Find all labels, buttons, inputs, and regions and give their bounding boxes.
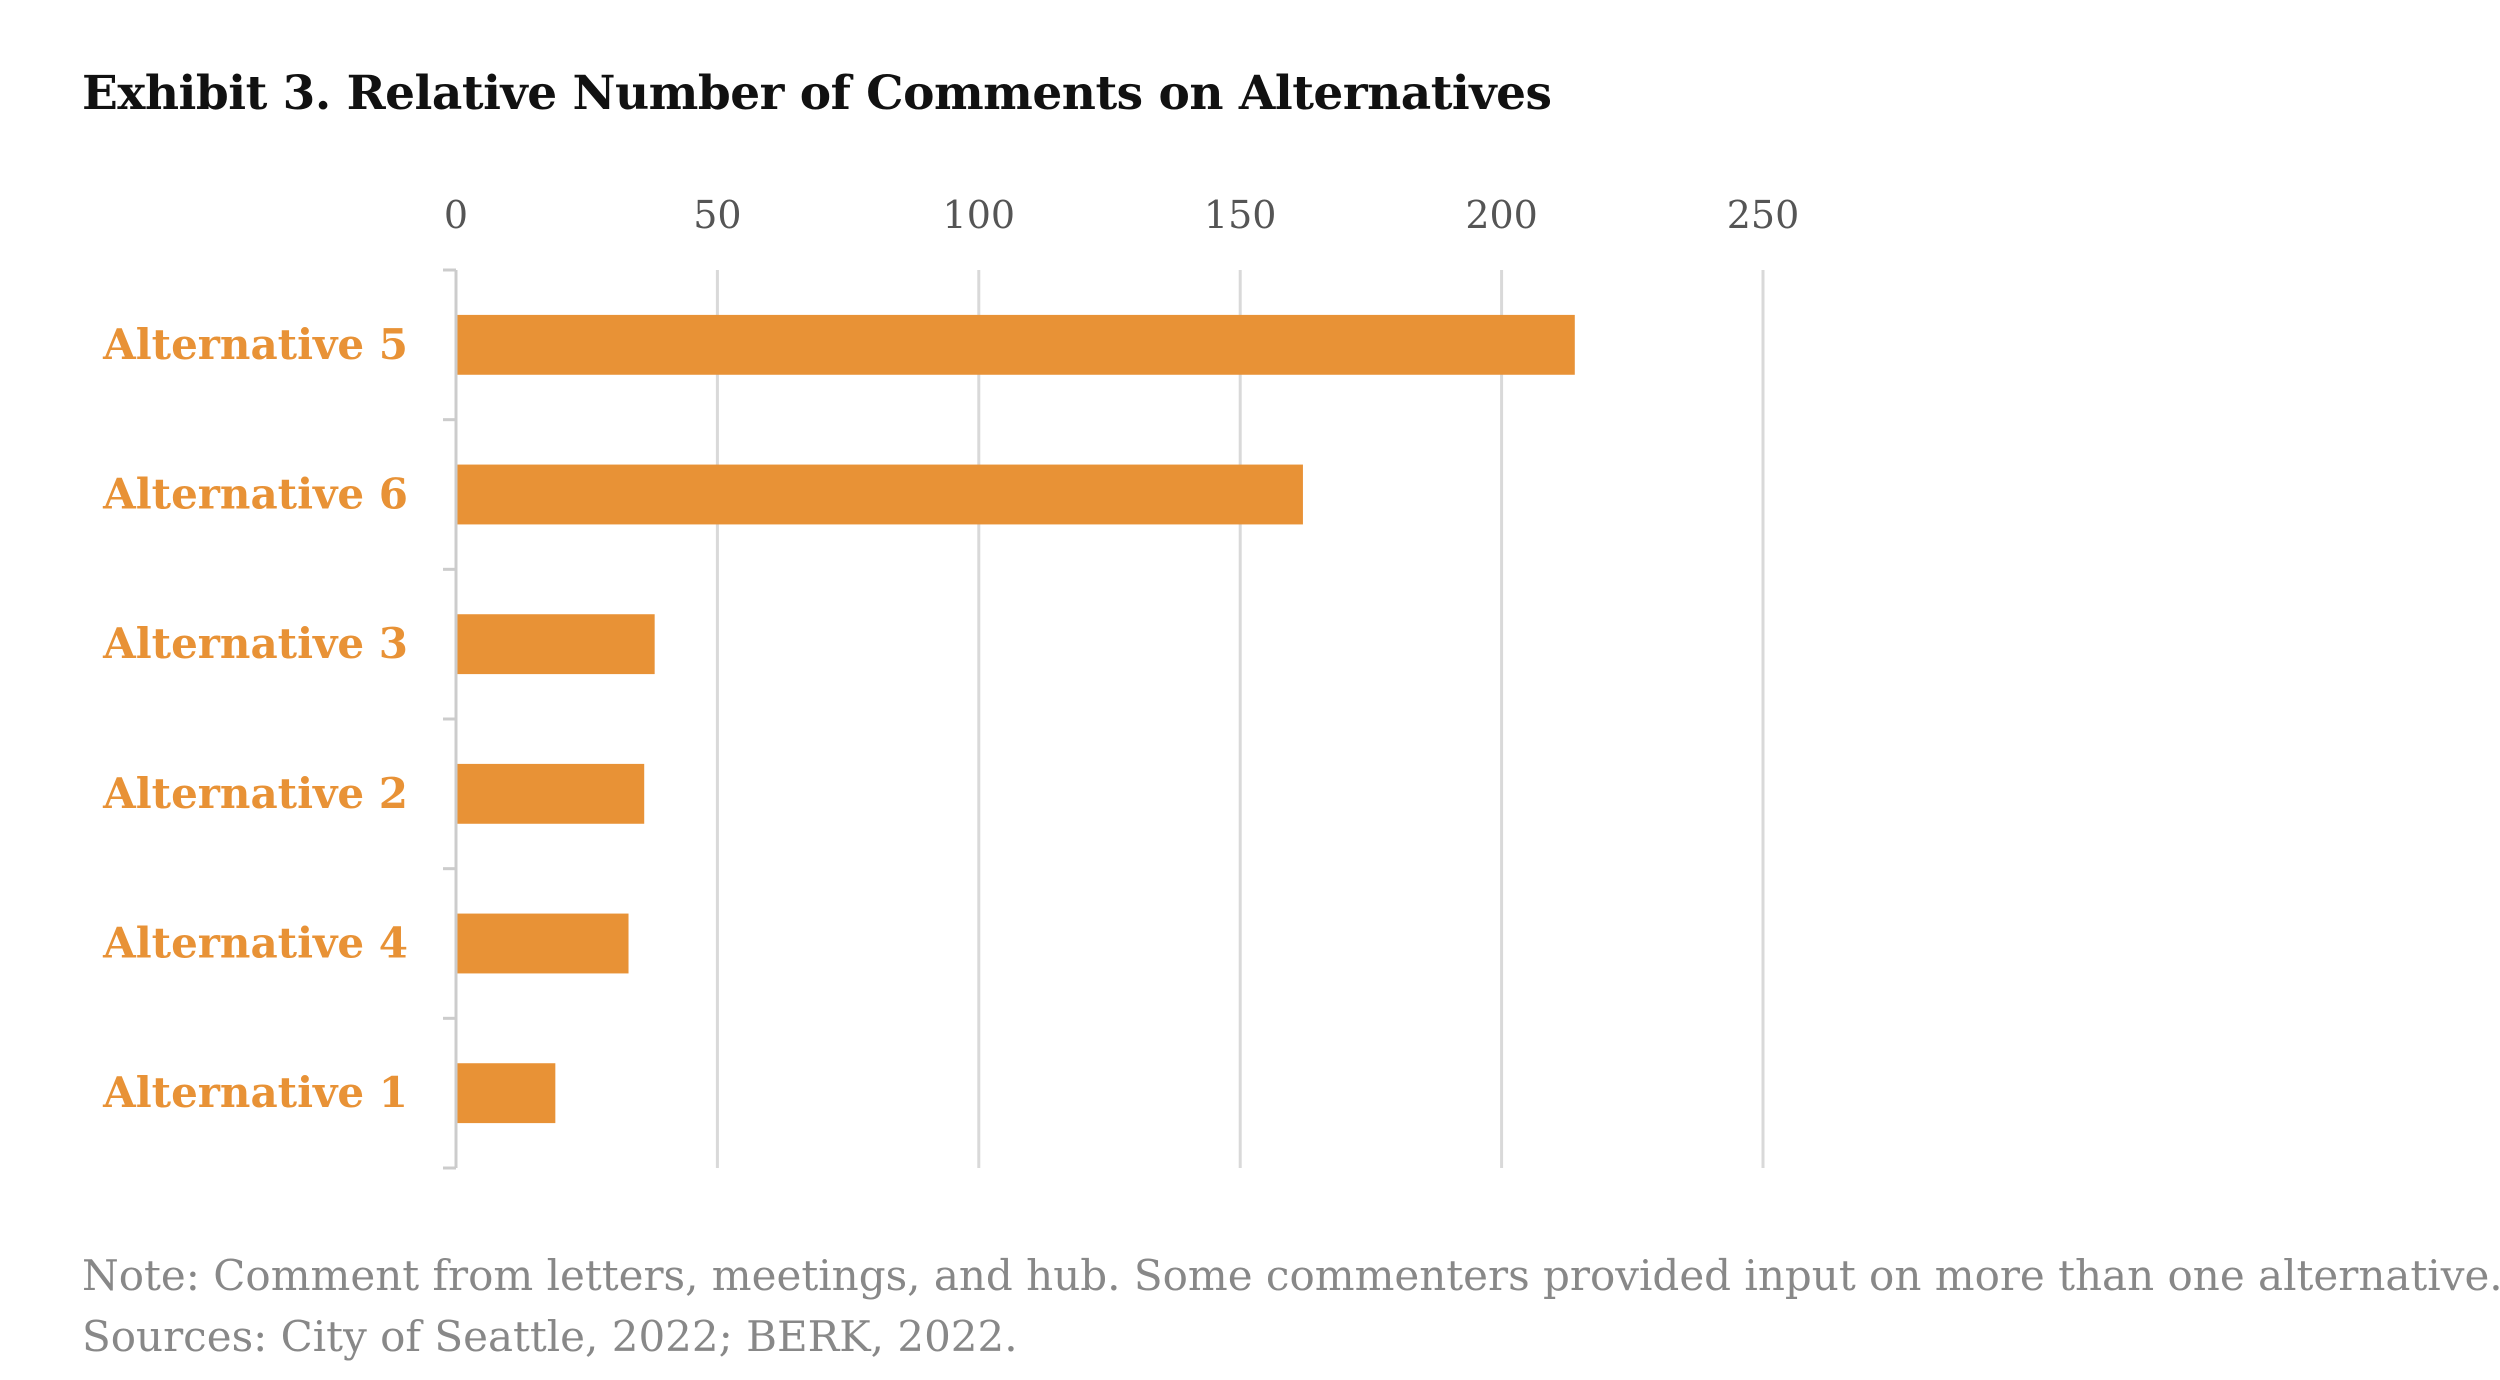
chart-title: Exhibit 3. Relative Number of Comments o…: [82, 66, 1552, 121]
value-axis-ticks: 0 50 100 150 200 250: [444, 193, 1799, 237]
category-label: Alternative 4: [102, 919, 408, 968]
category-label: Alternative 5: [102, 320, 408, 369]
category-label: Alternative 3: [102, 619, 408, 668]
category-label: Alternative 6: [102, 470, 408, 519]
x-tick-label: 0: [444, 193, 468, 237]
bar: [457, 614, 655, 675]
footnote: Note: Comment from letters, meetings, an…: [82, 1251, 2500, 1300]
bar: [457, 913, 629, 974]
bar-chart: 0 50 100 150 200 250 Alternative 5Alternative…: [102, 193, 1799, 1170]
x-tick-label: 250: [1727, 193, 1800, 237]
category-labels: Alternative 5 Alternative 6 Alternative 3 A…: [102, 320, 408, 1117]
category-label: Alternative 1: [102, 1068, 408, 1117]
bars: [457, 314, 1575, 1124]
x-tick-label: 100: [943, 193, 1016, 237]
bar: [457, 1063, 556, 1124]
x-tick-label: 50: [693, 193, 741, 237]
bar: [457, 314, 1575, 375]
category-label: Alternative 2: [102, 769, 408, 818]
bar: [457, 464, 1303, 525]
chart-footer: Note: Comment from letters, meetings, an…: [82, 1245, 2500, 1367]
x-tick-label: 150: [1204, 193, 1277, 237]
gridlines: [715, 270, 1765, 1168]
category-axis: [443, 268, 458, 1170]
bar: [457, 763, 645, 824]
x-tick-label: 200: [1465, 193, 1538, 237]
sources-note: Sources: City of Seattle, 2022; BERK, 20…: [82, 1312, 1018, 1361]
